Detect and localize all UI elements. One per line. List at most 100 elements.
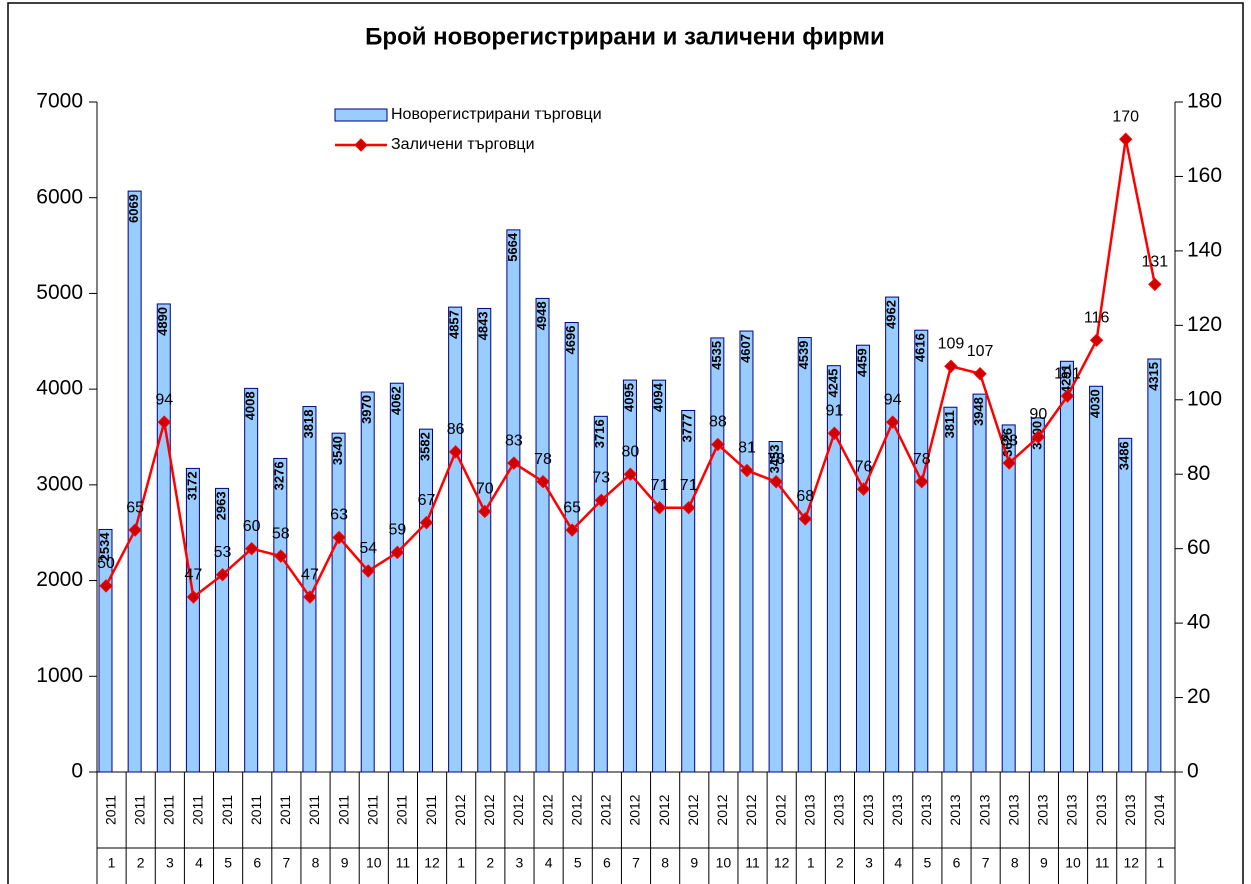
- y2-tick-label: 180: [1187, 90, 1222, 113]
- x-year-label: 2013: [918, 794, 934, 825]
- x-year-label: 2012: [510, 794, 526, 825]
- x-tick-label: 2: [486, 855, 494, 871]
- line-marker: [973, 367, 987, 381]
- bar-label: 3948: [971, 397, 986, 426]
- x-year-label: 2012: [772, 794, 788, 825]
- bar-label: 3453: [767, 444, 782, 473]
- x-tick-label: 3: [516, 855, 524, 871]
- line-marker: [885, 415, 900, 429]
- bar: [448, 306, 463, 773]
- bar-label: 3172: [184, 471, 199, 500]
- line-marker: [915, 474, 929, 489]
- x-year-label: 2011: [161, 795, 177, 825]
- x-tick-label: 7: [632, 855, 640, 871]
- bar-label: 4315: [1146, 362, 1161, 391]
- x-year-label: 2011: [423, 795, 439, 825]
- line-label: 47: [301, 566, 319, 583]
- line-marker: [536, 474, 550, 489]
- x-year-label: 2013: [1122, 794, 1138, 825]
- line-marker: [419, 515, 434, 530]
- line-label: 90: [1029, 406, 1047, 423]
- line-label: 71: [680, 477, 698, 494]
- bar-label: 4948: [534, 301, 549, 330]
- x-tick-label: 3: [166, 855, 174, 871]
- legend-swatch: [334, 108, 388, 122]
- line-label: 101: [1054, 365, 1081, 382]
- bar: [739, 330, 754, 773]
- bar: [826, 365, 841, 773]
- x-tick-label: 11: [396, 855, 411, 871]
- bar: [914, 329, 929, 773]
- bar-label: 3777: [680, 413, 695, 442]
- y2-tick-label: 120: [1187, 313, 1222, 336]
- line-label: 65: [126, 499, 144, 516]
- line-label: 131: [1142, 254, 1169, 271]
- bar: [389, 382, 404, 773]
- bar: [1030, 417, 1045, 773]
- bar: [1089, 385, 1104, 773]
- x-year-label: 2012: [714, 794, 730, 825]
- line-label: 109: [938, 335, 965, 352]
- bar: [972, 393, 987, 773]
- y-tick-label: 3000: [36, 472, 83, 495]
- legend-marker: [354, 138, 368, 152]
- line-label: 65: [563, 499, 581, 516]
- x-year-label: 2011: [277, 795, 293, 825]
- line-marker: [681, 501, 696, 515]
- y2-tick-label: 0: [1187, 760, 1199, 783]
- line-marker: [361, 564, 375, 578]
- bar-label: 4843: [476, 311, 491, 340]
- bar-label: 4245: [825, 369, 840, 398]
- line-label: 80: [622, 443, 640, 460]
- bar-label: 3486: [1117, 441, 1132, 470]
- x-tick-label: 10: [1065, 855, 1081, 871]
- line-label: 70: [476, 481, 494, 498]
- bar: [215, 487, 230, 773]
- bar: [943, 406, 958, 773]
- line-marker: [1002, 456, 1016, 470]
- bar: [273, 457, 288, 773]
- line-label: 68: [796, 488, 814, 505]
- x-tick-label: 3: [865, 855, 873, 871]
- line-label: 86: [447, 421, 465, 438]
- bar-label: 4535: [709, 341, 724, 370]
- bar-label: 4616: [913, 333, 928, 362]
- bar-label: 4857: [447, 310, 462, 339]
- x-tick-label: 1: [807, 855, 815, 871]
- bar: [156, 303, 171, 773]
- x-tick-label: 1: [108, 855, 116, 871]
- line-marker: [769, 474, 783, 489]
- bar: [418, 428, 433, 773]
- x-year-label: 2012: [568, 794, 584, 825]
- line-marker: [390, 545, 405, 560]
- bar-label: 4539: [796, 341, 811, 370]
- bar-label: 3716: [592, 419, 607, 448]
- x-year-label: 2013: [831, 794, 847, 825]
- bar-label: 4890: [155, 307, 170, 336]
- line-label: 83: [505, 432, 523, 449]
- line-marker: [944, 359, 958, 373]
- line-label: 54: [359, 540, 377, 557]
- bar-label: 3276: [272, 461, 287, 490]
- x-year-label: 2011: [364, 795, 380, 825]
- y-tick-label: 6000: [36, 185, 83, 208]
- bar: [185, 467, 200, 773]
- bar: [885, 296, 900, 773]
- x-tick-label: 2: [836, 855, 844, 871]
- y2-tick-label: 100: [1187, 387, 1222, 410]
- x-tick-label: 1: [457, 855, 465, 871]
- bar: [652, 379, 667, 773]
- line-marker: [99, 579, 113, 593]
- x-tick-label: 9: [341, 855, 349, 871]
- x-tick-label: 11: [745, 855, 760, 871]
- x-tick-label: 12: [774, 855, 790, 871]
- x-year-label: 2012: [627, 794, 643, 825]
- x-tick-label: 8: [661, 855, 669, 871]
- bar-label: 4008: [243, 391, 258, 420]
- line-marker: [303, 590, 317, 604]
- x-year-label: 2012: [481, 794, 497, 825]
- line-marker: [1148, 277, 1162, 292]
- bar-label: 4291: [1058, 364, 1073, 393]
- bar-label: 5664: [505, 232, 520, 262]
